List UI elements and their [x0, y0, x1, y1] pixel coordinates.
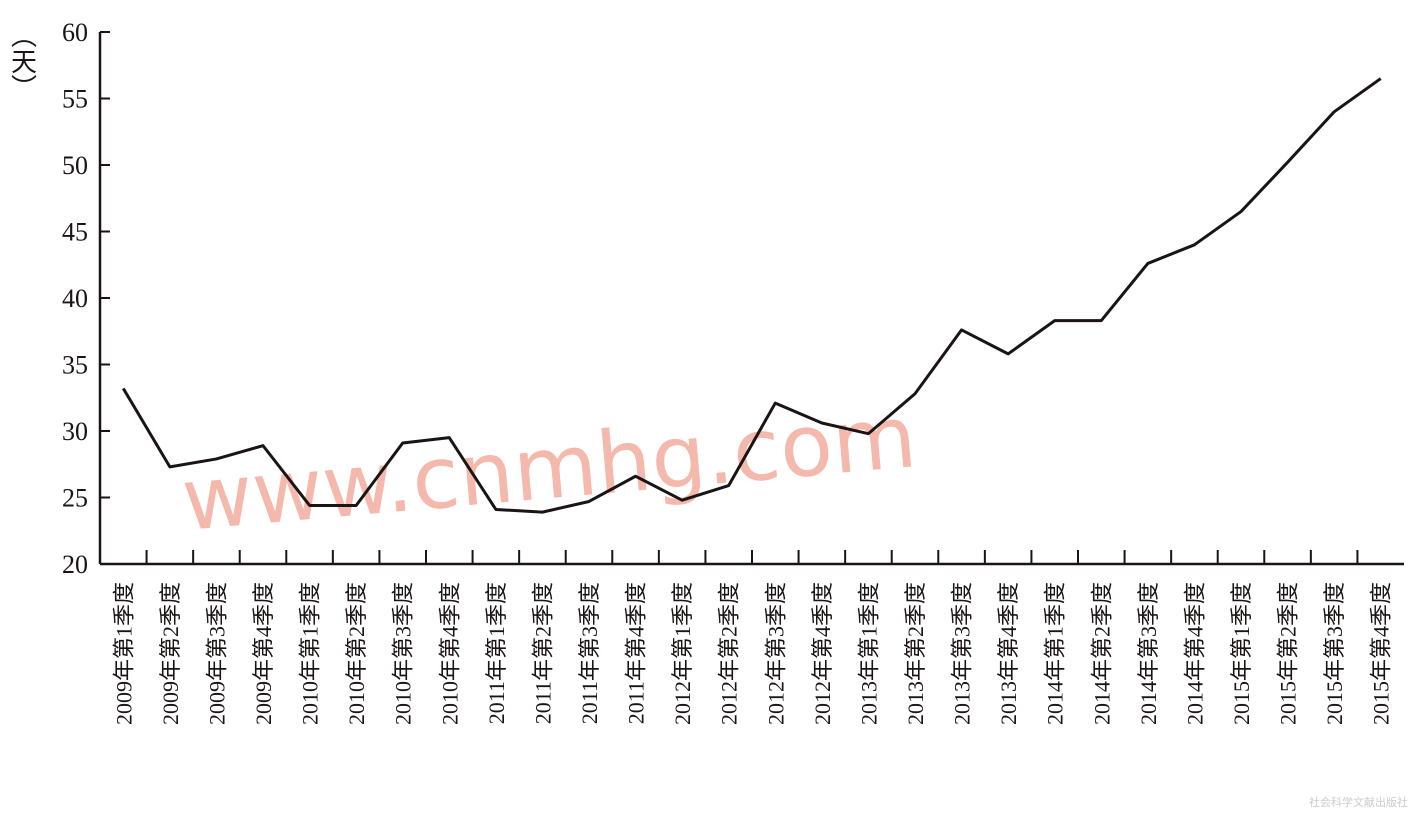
y-tick-label: 50 — [62, 151, 88, 180]
y-tick-label: 60 — [62, 18, 88, 47]
x-tick-label: 2010年第1季度 — [298, 582, 323, 725]
x-tick-label: 2014年第1季度 — [1043, 582, 1068, 725]
source: 社会科学文献出版社 — [1309, 795, 1408, 809]
x-tick-label: 2013年第1季度 — [856, 582, 881, 725]
x-tick-label: 2010年第2季度 — [344, 582, 369, 725]
x-tick-label: 2010年第4季度 — [437, 582, 462, 725]
x-tick-label: 2015年第2季度 — [1276, 582, 1301, 725]
x-tick-label: 2013年第4季度 — [996, 582, 1021, 725]
x-tick-label: 2015年第3季度 — [1322, 582, 1347, 725]
watermark: www.cnmhg.com — [178, 387, 920, 551]
y-tick-label: 45 — [62, 218, 88, 247]
y-tick-label: 25 — [62, 484, 88, 513]
data-line — [121, 77, 1382, 514]
x-tick-label: 2014年第3季度 — [1136, 582, 1161, 725]
x-tick-label: 2014年第2季度 — [1089, 582, 1114, 725]
x-tick-label: 2009年第4季度 — [251, 582, 276, 725]
x-tick-label: 2012年第2季度 — [717, 582, 742, 725]
x-tick-label: 2011年第4季度 — [624, 582, 649, 724]
y-tick-label: 55 — [62, 85, 88, 114]
y-axis-label: （天） — [8, 22, 37, 100]
x-tick-label: 2011年第3季度 — [577, 582, 602, 724]
x-tick-label: 2013年第2季度 — [903, 582, 928, 725]
x-tick-label: 2012年第4季度 — [810, 582, 835, 725]
x-tick-label: 2009年第2季度 — [158, 582, 183, 725]
x-tick-label: 2013年第3季度 — [950, 582, 975, 725]
y-tick-label: 40 — [62, 284, 88, 313]
x-tick-label: 2011年第1季度 — [484, 582, 509, 724]
x-tick-label: 2015年第4季度 — [1369, 582, 1394, 725]
x-tick-label: 2015年第1季度 — [1229, 582, 1254, 725]
x-tick-label: 2012年第3季度 — [763, 582, 788, 725]
y-tick-label: 30 — [62, 417, 88, 446]
x-tick-label: 2009年第1季度 — [111, 582, 136, 725]
y-tick-label: 35 — [62, 351, 88, 380]
y-tick-label: 20 — [62, 550, 88, 579]
x-tick-label: 2011年第2季度 — [530, 582, 555, 724]
x-tick-label: 2012年第1季度 — [670, 582, 695, 725]
x-tick-label: 2010年第3季度 — [391, 582, 416, 725]
x-tick-label: 2014年第4季度 — [1182, 582, 1207, 725]
x-tick-label: 2009年第3季度 — [204, 582, 229, 725]
